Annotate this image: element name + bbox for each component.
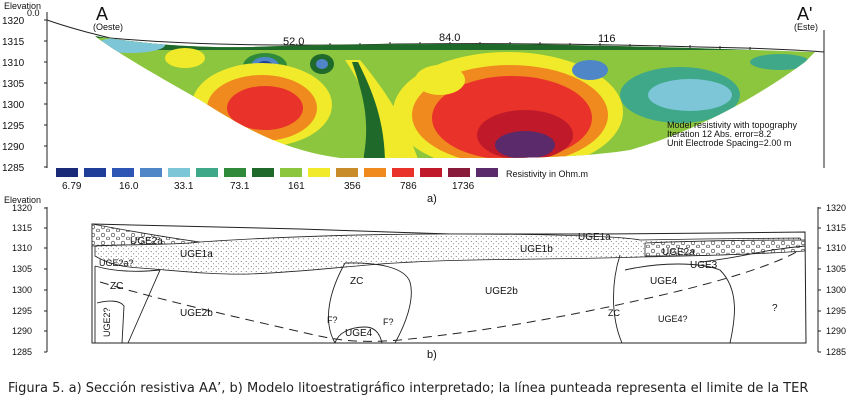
y-tick-label: 1295 [826,306,846,316]
distance-tick: 116 [598,33,616,45]
y-tick-label: 1320 [826,203,846,213]
unit-label: F? [383,317,394,327]
figure-caption: Figura 5. a) Sección resistiva AA’, b) M… [8,381,809,396]
model-note: Unit Electrode Spacing=2.00 m [667,138,791,148]
scale-value: 1736 [452,181,475,192]
y-ticks-a: 1320 1315 1310 1305 1300 1295 1290 1285 [2,16,47,174]
elevation-label-a: Elevation [4,1,41,11]
scale-swatch [84,168,106,177]
y-tick-label: 1290 [12,326,32,336]
unit-label: UGE1b [520,244,553,255]
y-ticks-b-right: 1320 1315 1310 1305 1300 1295 1290 1285 [818,203,846,357]
unit-label: ZC [608,308,620,318]
scale-swatch [308,168,330,177]
lithostratigraphic-model-panel: Elevation 1320 1315 1310 1305 1300 1295 … [4,195,846,361]
scale-swatch [476,168,498,177]
model-note: Iteration 12 Abs. error=8.2 [667,129,771,139]
y-tick-label: 1300 [826,285,846,295]
elevation-label-b: Elevation [4,195,41,205]
unit-label: UGE2b [485,286,518,297]
y-tick-label: 1305 [2,79,25,90]
origin-label: 0.0 [27,8,40,18]
y-tick-label: 1295 [2,121,25,132]
scale-value: 161 [288,181,305,192]
scale-swatch [112,168,134,177]
y-tick-label: 1310 [826,243,846,253]
y-tick-label: 1300 [12,285,32,295]
unit-label: UGE1a [578,232,611,243]
unit-label: UGE2a? [99,258,134,268]
y-ticks-b-left: 1320 1315 1310 1305 1300 1295 1290 1285 [12,203,47,357]
y-tick-label: 1310 [2,58,25,69]
scale-swatch [168,168,190,177]
scale-swatch [224,168,246,177]
unit-label: UGE4 [650,276,678,287]
y-tick-label: 1315 [12,223,32,233]
y-tick-label: 1315 [826,223,846,233]
gravel-unit-right [644,239,806,257]
unit-label: UGE2b [180,308,213,319]
unit-label: UGE2? [102,307,112,337]
scale-swatch [280,168,302,177]
y-tick-label: 1305 [826,264,846,274]
profile-start-label: A [96,4,108,24]
profile-end-label: A' [797,4,812,24]
resistivity-model [95,36,815,158]
unit-label: F? [327,315,338,325]
unit-label: UGE2a [662,247,695,258]
y-tick-label: 1305 [12,264,32,274]
scale-swatch [420,168,442,177]
y-tick-label: 1310 [12,243,32,253]
model-note: Model resistivity with topography [667,120,798,130]
profile-end-direction: (Este) [794,22,818,32]
unit-label: UGE4? [658,314,688,324]
scale-swatch [336,168,358,177]
scale-value: 33.1 [174,181,194,192]
scale-swatch [56,168,78,177]
scale-swatch [392,168,414,177]
panel-a-label: a) [427,193,437,205]
scale-swatch [448,168,470,177]
scale-swatch [196,168,218,177]
y-tick-label: 1290 [2,142,25,153]
profile-start-direction: (Oeste) [93,22,123,32]
y-tick-label: 1285 [12,347,32,357]
y-tick-label: 1315 [2,37,25,48]
scale-value: 786 [400,181,417,192]
unit-label: ZC [350,276,363,287]
scale-value: 356 [344,181,361,192]
unit-label: ZC [110,281,123,292]
scale-value: 73.1 [230,181,250,192]
resistivity-color-scale: 6.79 16.0 33.1 73.1 161 356 786 1736 Res… [56,168,588,192]
y-tick-label: 1295 [12,306,32,316]
y-tick-label: 1320 [12,203,32,213]
unit-label: ? [772,303,778,314]
unit-label: UGE1a [180,249,213,260]
ter-limit-dashed-line [99,249,801,342]
y-tick-label: 1300 [2,100,25,111]
y-tick-label: 1290 [826,326,846,336]
resistivity-section-panel: Elevation 0.0 1320 1315 1310 1305 1300 1… [2,1,825,205]
unit-label: UGE4 [345,328,373,339]
scale-value: 6.79 [62,181,82,192]
unit-label: UGE2a [130,236,163,247]
unit-boundaries [94,245,806,344]
topography-line [46,19,825,53]
unit-label: UGE3 [690,260,718,271]
scale-swatch [252,168,274,177]
y-tick-label: 1285 [2,163,25,174]
unit-labels: UGE2a UGE1a UGE2a? ZC UGE2? UGE2b ZC F? … [99,232,778,339]
scale-swatch [364,168,386,177]
scale-unit: Resistivity in Ohm.m [506,169,588,179]
distance-tick: 84.0 [439,32,460,44]
scale-swatch [140,168,162,177]
panel-b-label: b) [427,349,437,361]
y-tick-label: 1285 [826,347,846,357]
y-tick-label: 1320 [2,16,25,27]
scale-value: 16.0 [119,181,139,192]
